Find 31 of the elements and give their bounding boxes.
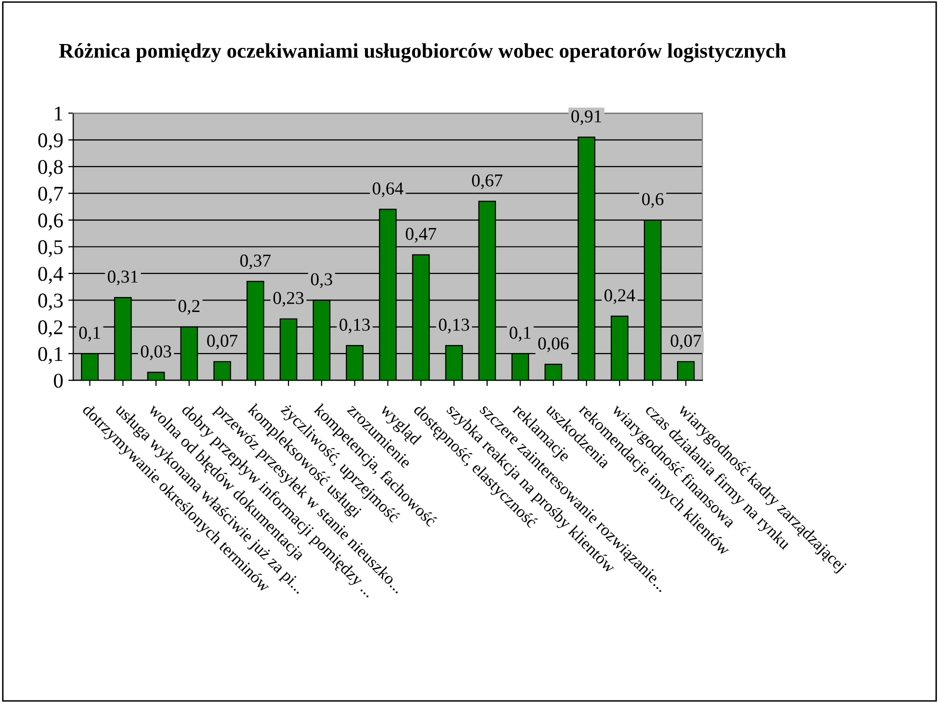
data-label: 0,47 <box>406 228 436 243</box>
data-label: 0,1 <box>79 326 100 342</box>
data-label: 0,13 <box>340 318 370 334</box>
data-label: 0,64 <box>372 182 404 198</box>
data-label: 0,31 <box>108 270 138 286</box>
y-tick-label: 0,4 <box>38 266 64 284</box>
y-tick-label: 0,3 <box>38 294 63 311</box>
chart-title: Różnica pomiędzy oczekiwaniami usługobiorców wobec operatorów logistycznych <box>59 43 786 62</box>
data-label: 0,06 <box>538 337 569 352</box>
y-tick-label: 0,6 <box>38 213 63 230</box>
data-label: 0,67 <box>472 174 502 190</box>
y-tick-label: 0,7 <box>38 186 63 204</box>
data-label: 0,3 <box>310 273 332 288</box>
data-label: 0,07 <box>207 334 238 350</box>
y-tick-label: 1 <box>54 106 62 120</box>
data-label: 0,07 <box>670 334 702 350</box>
y-tick-label: 0,8 <box>38 160 63 178</box>
data-label: 0,13 <box>438 318 470 334</box>
data-label: 0,24 <box>604 289 636 304</box>
y-tick-label: 0 <box>54 374 63 388</box>
y-tick-label: 0,9 <box>38 133 63 150</box>
data-label: 0,37 <box>240 254 271 270</box>
data-label: 0,03 <box>140 345 172 360</box>
y-tick-label: 0,5 <box>38 240 63 258</box>
data-label: 0,2 <box>178 300 200 315</box>
y-tick-label: 0,2 <box>38 320 62 338</box>
data-label: 0,6 <box>642 193 664 208</box>
y-tick-label: 0,1 <box>38 346 62 364</box>
data-label: 0,91 <box>571 110 602 126</box>
data-label: 0,1 <box>510 326 530 342</box>
data-label: 0,23 <box>273 292 304 307</box>
